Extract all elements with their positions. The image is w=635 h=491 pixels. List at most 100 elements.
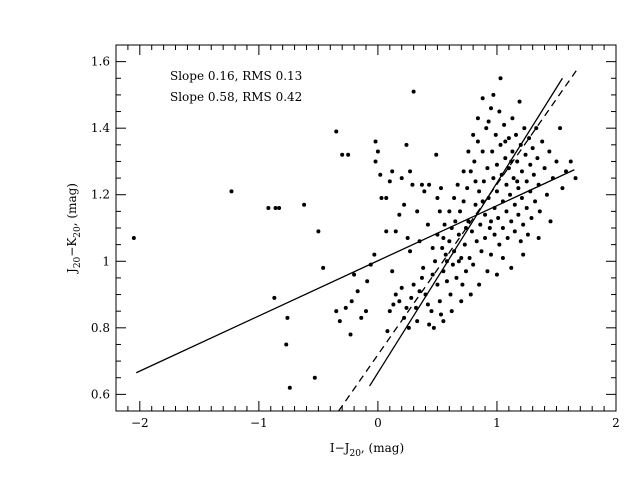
data-point [430, 272, 435, 277]
x-tick-label: 1 [493, 416, 501, 430]
data-point [464, 226, 468, 230]
y-axis-label: J20−K20, (mag) [65, 183, 83, 275]
data-point [441, 235, 446, 240]
data-point [433, 259, 438, 264]
data-point [334, 129, 339, 134]
data-point [509, 159, 514, 164]
axis-ticks [115, 44, 617, 412]
data-point [528, 189, 533, 194]
data-point [372, 252, 377, 257]
data-point [464, 269, 468, 274]
data-point [273, 206, 278, 211]
y-axis-label-a: J [65, 268, 79, 275]
data-point [516, 186, 521, 191]
data-point [521, 222, 526, 227]
data-point [494, 272, 499, 277]
data-point [391, 302, 396, 307]
data-point [440, 245, 445, 250]
data-point [302, 202, 307, 207]
data-point [490, 149, 495, 154]
data-point [337, 319, 342, 324]
data-point [352, 272, 357, 277]
data-point [534, 126, 539, 131]
data-point [402, 315, 407, 320]
data-point [435, 282, 440, 287]
data-point [498, 76, 503, 81]
data-point [518, 239, 523, 244]
data-point [453, 219, 458, 224]
data-point [497, 109, 502, 114]
data-point [404, 305, 409, 310]
data-point [517, 99, 522, 104]
data-point [491, 92, 496, 97]
data-point [466, 149, 471, 154]
data-point [493, 132, 498, 137]
data-point [437, 299, 442, 304]
y-axis-label-b-sub: 20 [73, 226, 83, 238]
data-point [448, 292, 453, 297]
data-point [489, 219, 493, 224]
data-point [444, 259, 449, 264]
data-point [459, 255, 464, 260]
data-point [466, 219, 471, 224]
data-point [473, 202, 478, 207]
data-point [435, 232, 440, 237]
data-point [423, 292, 428, 297]
data-point [390, 269, 395, 274]
data-point [468, 169, 473, 174]
data-point [505, 235, 510, 240]
data-point [393, 229, 398, 234]
data-point [535, 156, 540, 161]
data-point [500, 199, 505, 204]
data-point [487, 226, 492, 230]
data-point [415, 209, 420, 214]
data-point [471, 132, 476, 137]
data-point [387, 309, 392, 314]
y-tick-label: 1.6 [91, 55, 110, 69]
data-point [429, 309, 434, 314]
data-point [384, 196, 389, 201]
data-point [512, 202, 517, 207]
data-point [558, 126, 563, 131]
data-point [365, 279, 370, 284]
data-point [536, 182, 541, 187]
data-point [472, 159, 477, 164]
data-point [573, 176, 578, 181]
data-point [454, 275, 459, 280]
data-point [503, 156, 508, 161]
data-point [385, 329, 390, 334]
data-point [467, 255, 472, 260]
data-point [340, 152, 345, 157]
data-point [285, 315, 290, 320]
data-point [547, 149, 552, 154]
data-point [435, 196, 440, 201]
data-point [511, 176, 516, 181]
data-point [405, 235, 410, 240]
data-point [444, 279, 449, 284]
data-point [447, 239, 452, 244]
data-point [439, 312, 443, 317]
data-point [316, 229, 321, 234]
x-axis-label-sub: 20 [349, 449, 361, 459]
data-point [485, 269, 490, 274]
data-point [508, 192, 513, 197]
data-point [469, 229, 474, 234]
data-point [533, 199, 538, 204]
data-point [443, 252, 448, 257]
data-point [417, 289, 422, 294]
data-point [387, 179, 392, 184]
data-point [564, 169, 568, 174]
data-point [266, 206, 271, 211]
data-point [462, 242, 467, 247]
data-point [373, 159, 378, 164]
data-point [527, 136, 532, 141]
data-point [321, 265, 326, 270]
data-point [504, 182, 509, 187]
data-point [540, 139, 545, 144]
data-point [548, 219, 553, 224]
data-point [456, 232, 461, 237]
y-tick-label: 1.2 [91, 188, 110, 202]
data-points [131, 76, 578, 390]
data-point [312, 375, 317, 380]
